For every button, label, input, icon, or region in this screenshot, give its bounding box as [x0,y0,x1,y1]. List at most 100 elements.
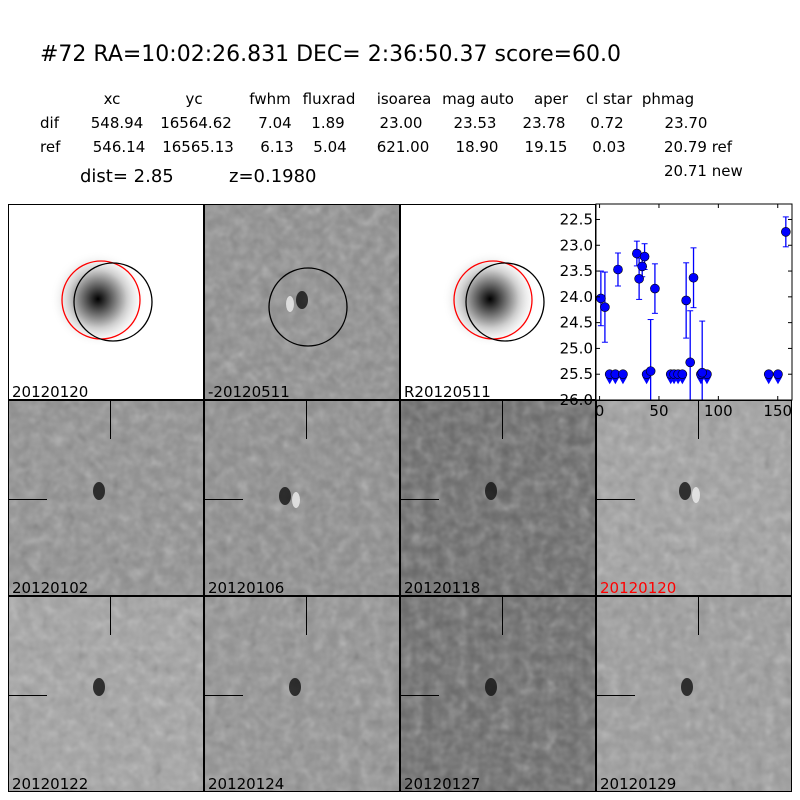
table-cell: 548.94 [90,114,144,132]
data-point [613,264,623,275]
table-cell: 5.04 [313,138,347,156]
crosshair-horizontal [9,499,47,500]
upper-limit-marker [773,377,782,385]
data-point [645,366,656,376]
y-tick-label: 25.0 [560,339,593,357]
table-cell: 20.79 ref [664,138,733,156]
image-panel: -20120511 [204,204,400,400]
y-tick-label: 26.0 [560,391,593,409]
upper-limit-point [677,369,688,380]
table-cell: 23.53 [453,114,497,132]
upper-limit-marker [605,377,614,385]
detection-circle [465,262,545,342]
data-point [781,227,791,237]
panel-date-label: R20120511 [404,383,491,400]
phmag-new: 20.71 new [664,162,743,180]
panel-date-label: 20120102 [12,579,89,596]
panel-date-label: 20120120 [600,579,677,596]
image-panel: 20120120 [596,400,792,596]
table-cell: 18.90 [455,138,499,156]
data-point [688,272,699,283]
table-cell: 23.70 [664,114,708,132]
upper-limit-point [618,369,628,380]
data-point [650,283,660,294]
row-label: dif [40,114,59,132]
image-panel: 20120129 [596,596,792,792]
panel-date-label: -20120511 [208,383,290,400]
y-tick-label: 24.0 [560,288,593,306]
data-point [596,293,606,304]
panel-date-label: 20120120 [12,383,89,400]
image-panel: 20120106 [204,400,400,596]
crosshair-vertical [698,597,699,635]
image-panel: R20120511 [400,204,596,400]
y-tick-label: 24.5 [560,314,593,332]
crosshair-vertical [698,401,699,439]
upper-limit-marker [702,377,711,385]
table-cell: 19.15 [524,138,568,156]
light-curve-chart: 0 50 100 150 22.5 23.0 23.5 24.0 24.5 25.0 25.5 26.… [560,203,793,420]
crosshair-horizontal [205,499,243,500]
distance-value: dist= 2.85 [80,166,174,187]
redshift-value: z=0.1980 [229,166,317,187]
image-panel: 20120124 [204,596,400,792]
crosshair-horizontal [597,499,635,500]
image-panel: 20120122 [8,596,204,792]
data-point [634,273,644,284]
crosshair-horizontal [205,695,243,696]
data-point [600,302,610,312]
column-header: yc [185,90,203,108]
image-panel: 20120120 [8,204,204,400]
panel-date-label: 20120122 [12,775,89,792]
y-tick-label: 23.0 [560,236,593,254]
crosshair-horizontal [9,695,47,696]
upper-limit-marker [764,377,773,385]
image-panel: 20120127 [400,596,596,792]
crosshair-vertical [306,401,307,439]
row-label: ref [40,138,61,156]
table-cell: 1.89 [311,114,345,132]
table-cell: 0.03 [592,138,626,156]
data-point [685,357,695,368]
x-tick-label: 100 [704,402,733,420]
table-cell: 621.00 [376,138,430,156]
y-tick-label: 22.5 [560,210,593,228]
crosshair-vertical [110,597,111,635]
panel-date-label: 20120118 [404,579,481,596]
column-header: mag auto [442,90,514,108]
upper-limit-marker [678,377,687,385]
table-cell: 23.00 [379,114,423,132]
panel-date-label: 20120127 [404,775,481,792]
crosshair-horizontal [401,499,439,500]
column-header: xc [103,90,121,108]
data-point [639,251,650,262]
crosshair-vertical [502,597,503,635]
crosshair-horizontal [401,695,439,696]
detection-circle [268,267,348,347]
panel-date-label: 20120124 [208,775,285,792]
column-header: cl star [585,90,633,108]
x-tick-label: 50 [649,402,668,420]
x-tick-label: 0 [595,402,605,420]
image-panel: 20120118 [400,400,596,596]
candidate-title: #72 RA=10:02:26.831 DEC= 2:36:50.37 scor… [40,42,622,67]
detection-circle [73,262,153,342]
panel-date-label: 20120106 [208,579,285,596]
table-cell: 16564.62 [160,114,232,132]
column-header: aper [533,90,569,108]
column-header: isoarea [376,90,432,108]
upper-limit-marker [696,377,705,385]
column-header: fwhm [249,90,291,108]
upper-limit-point [763,369,774,380]
table-cell: 7.04 [258,114,292,132]
upper-limit-marker [611,377,620,385]
table-cell: 546.14 [92,138,146,156]
light-curve-panel: 0 50 100 150 22.5 23.0 23.5 24.0 24.5 25.0 25.5 26.… [560,203,793,420]
y-tick-label: 25.5 [560,365,593,383]
data-point [681,295,691,306]
table-cell: 16565.13 [162,138,234,156]
image-panel: 20120102 [8,400,204,596]
panel-date-label: 20120129 [600,775,677,792]
table-cell: 6.13 [260,138,294,156]
